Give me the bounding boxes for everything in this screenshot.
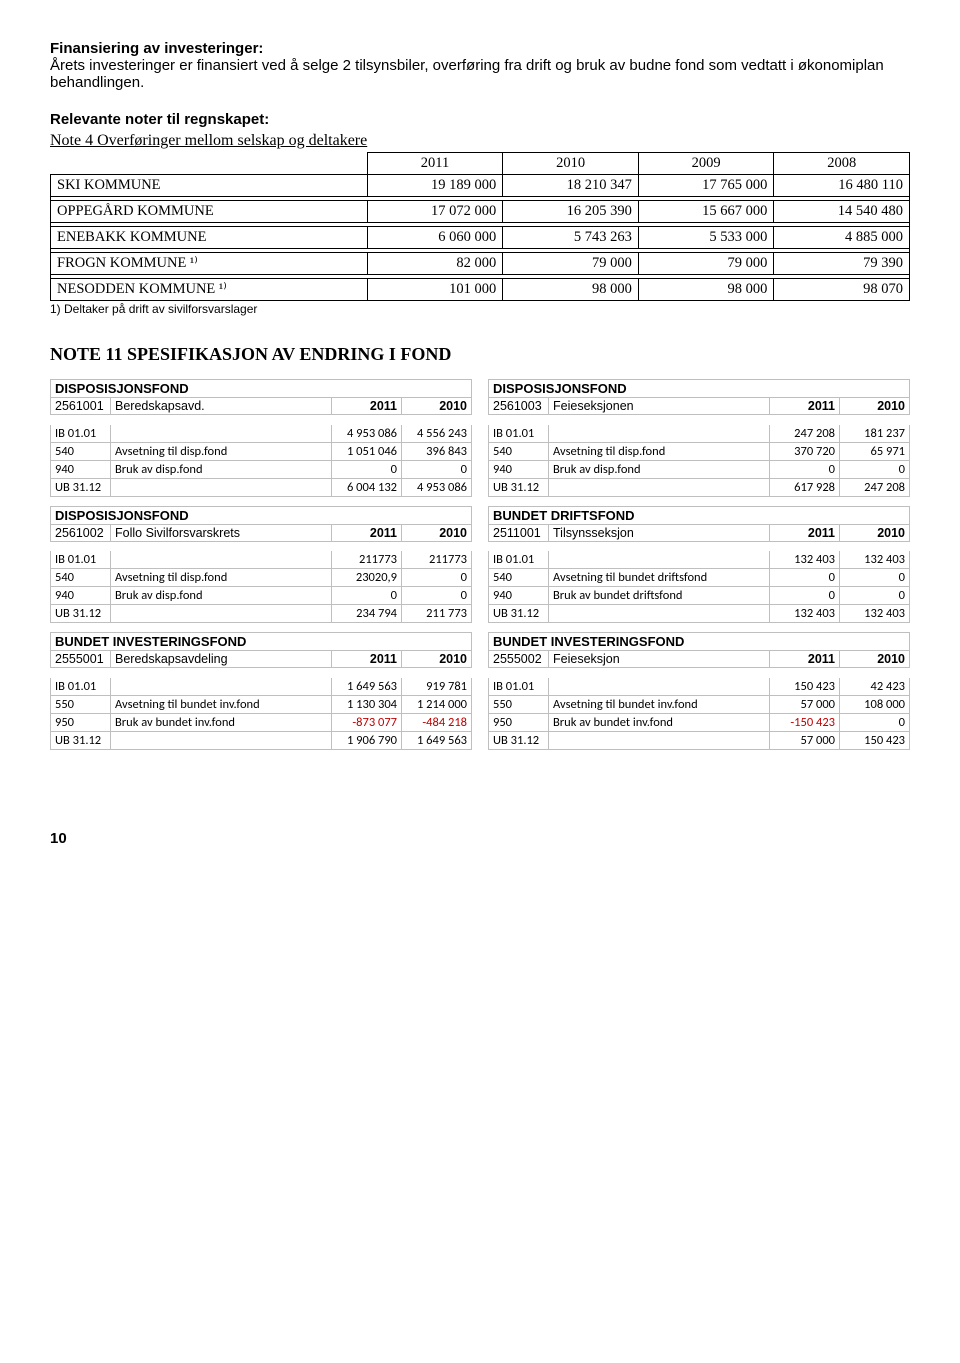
fin-text: Årets investeringer er finansiert ved å … [50, 57, 910, 91]
note4-footnote: 1) Deltaker på drift av sivilforsvarslag… [50, 302, 910, 316]
fin-heading: Finansiering av investeringer: [50, 40, 910, 57]
note11-title: NOTE 11 SPESIFIKASJON AV ENDRING I FOND [50, 344, 910, 365]
note4-table: 2011201020092008SKI KOMMUNE19 189 00018 … [50, 152, 910, 301]
fund-right-table: DISPOSISJONSFOND2561003Feieseksjonen2011… [488, 379, 910, 750]
fund-left-table: DISPOSISJONSFOND2561001Beredskapsavd.201… [50, 379, 472, 750]
page-number: 10 [50, 830, 910, 847]
note4-title: Note 4 Overføringer mellom selskap og de… [50, 132, 910, 150]
relevant-heading: Relevante noter til regnskapet: [50, 111, 910, 128]
